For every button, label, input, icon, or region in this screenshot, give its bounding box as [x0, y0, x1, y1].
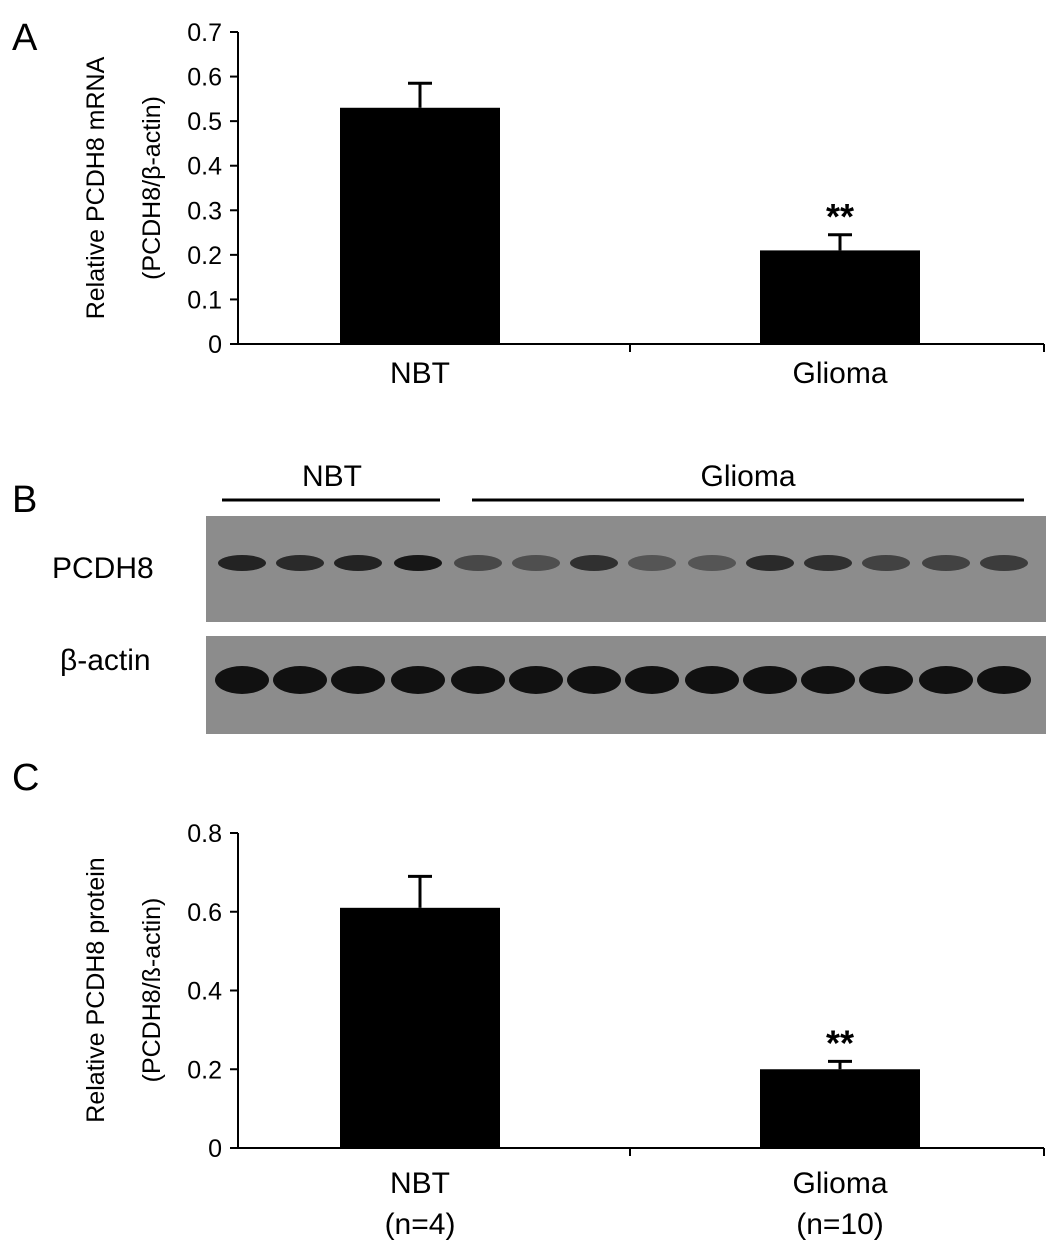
blot-membrane-actin: [206, 636, 1046, 734]
chart-c-ytick-label: 0.8: [187, 820, 222, 848]
blot-band-pcdh8: [570, 555, 618, 571]
blot-band-pcdh8: [454, 555, 502, 571]
blot-band-pcdh8: [922, 555, 970, 571]
blot-band-actin: [273, 666, 327, 694]
chart-c-category-sublabel: (n=4): [385, 1208, 456, 1241]
panel-label-c: C: [12, 757, 39, 799]
blot-band-pcdh8: [688, 555, 736, 571]
blot-band-pcdh8: [862, 555, 910, 571]
blot-band-pcdh8: [804, 555, 852, 571]
blot-group-label-nbt: NBT: [302, 460, 362, 493]
chart-a: Relative PCDH8 mRNA (PCDH8/β-actin) 0 0.1…: [82, 19, 1045, 390]
blot-band-actin: [685, 666, 739, 694]
chart-a-category-label: Glioma: [792, 357, 887, 390]
blot-band-pcdh8: [980, 555, 1028, 571]
blot-band-actin: [509, 666, 563, 694]
panel-label-b: B: [12, 479, 37, 521]
blot-band-actin: [215, 666, 269, 694]
chart-c-significance-marker: **: [826, 1022, 854, 1063]
blot-band-pcdh8: [218, 555, 266, 571]
chart-c-bar-nbt: [340, 907, 500, 1148]
blot-band-pcdh8: [512, 555, 560, 571]
blot-band-actin: [451, 666, 505, 694]
blot-row-label-actin: β-actin: [60, 644, 151, 677]
chart-c-ytick-label: 0.4: [187, 978, 222, 1006]
chart-a-ytick-label: 0.5: [187, 108, 222, 136]
chart-a-bar-nbt: [340, 107, 500, 345]
blot-band-pcdh8: [394, 555, 442, 571]
chart-c-ytick-label: 0: [208, 1135, 222, 1163]
chart-a-ylabel-line2: (PCDH8/β-actin): [138, 96, 166, 280]
blot-membrane-pcdh8: [206, 516, 1046, 622]
blot-bands-pcdh8: [218, 555, 1028, 571]
blot-band-pcdh8: [334, 555, 382, 571]
blot-band-actin: [859, 666, 913, 694]
chart-c-ytick-label: 0.2: [187, 1056, 222, 1084]
blot-band-pcdh8: [628, 555, 676, 571]
chart-c-bar-glioma: [760, 1069, 920, 1148]
blot-row-label-pcdh8: PCDH8: [52, 552, 154, 585]
blot-group-label-glioma: Glioma: [700, 460, 795, 493]
chart-a-ytick-label: 0.2: [187, 242, 222, 270]
chart-a-ytick-label: 0.3: [187, 197, 222, 225]
chart-a-ytick-label: 0: [208, 331, 222, 359]
chart-c: Relative PCDH8 protein (PCDH8/ß-actin) 0…: [82, 820, 1045, 1241]
chart-c-ytick-label: 0.6: [187, 899, 222, 927]
chart-a-category-label: NBT: [390, 357, 450, 390]
blot-band-actin: [331, 666, 385, 694]
blot-band-actin: [977, 666, 1031, 694]
chart-c-ylabel-line1: Relative PCDH8 protein: [82, 857, 110, 1122]
blot-band-actin: [391, 666, 445, 694]
chart-a-ytick-label: 0.6: [187, 64, 222, 92]
blot-band-actin: [567, 666, 621, 694]
chart-c-category-sublabel: (n=10): [796, 1208, 884, 1241]
western-blot: NBT Glioma PCDH8 β-actin: [52, 460, 1046, 734]
chart-a-bar-glioma: [760, 250, 920, 344]
blot-band-actin: [743, 666, 797, 694]
blot-band-pcdh8: [276, 555, 324, 571]
blot-band-actin: [801, 666, 855, 694]
chart-c-ylabel-line2: (PCDH8/ß-actin): [138, 898, 166, 1083]
blot-band-actin: [625, 666, 679, 694]
chart-a-ytick-label: 0.7: [187, 19, 222, 47]
blot-bands-actin: [215, 666, 1031, 694]
chart-c-category-label: NBT: [390, 1167, 450, 1200]
chart-a-ytick-label: 0.1: [187, 286, 222, 314]
blot-band-pcdh8: [746, 555, 794, 571]
blot-band-actin: [919, 666, 973, 694]
panel-label-a: A: [12, 17, 38, 59]
chart-a-ytick-label: 0.4: [187, 153, 222, 181]
chart-c-category-label: Glioma: [792, 1167, 887, 1200]
chart-a-ylabel-line1: Relative PCDH8 mRNA: [82, 56, 110, 319]
chart-a-significance-marker: **: [826, 196, 854, 237]
